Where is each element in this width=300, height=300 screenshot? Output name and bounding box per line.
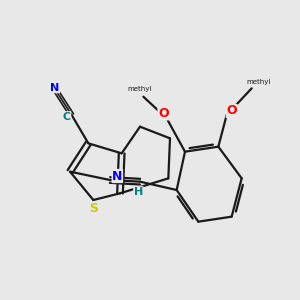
Text: H: H: [134, 187, 143, 197]
Text: O: O: [158, 107, 169, 120]
Text: methyl: methyl: [128, 86, 152, 92]
Text: C: C: [63, 112, 71, 122]
Text: S: S: [89, 202, 98, 215]
Text: methyl: methyl: [247, 79, 271, 85]
Text: O: O: [226, 104, 237, 118]
Text: N: N: [50, 83, 60, 93]
Text: N: N: [112, 169, 122, 182]
